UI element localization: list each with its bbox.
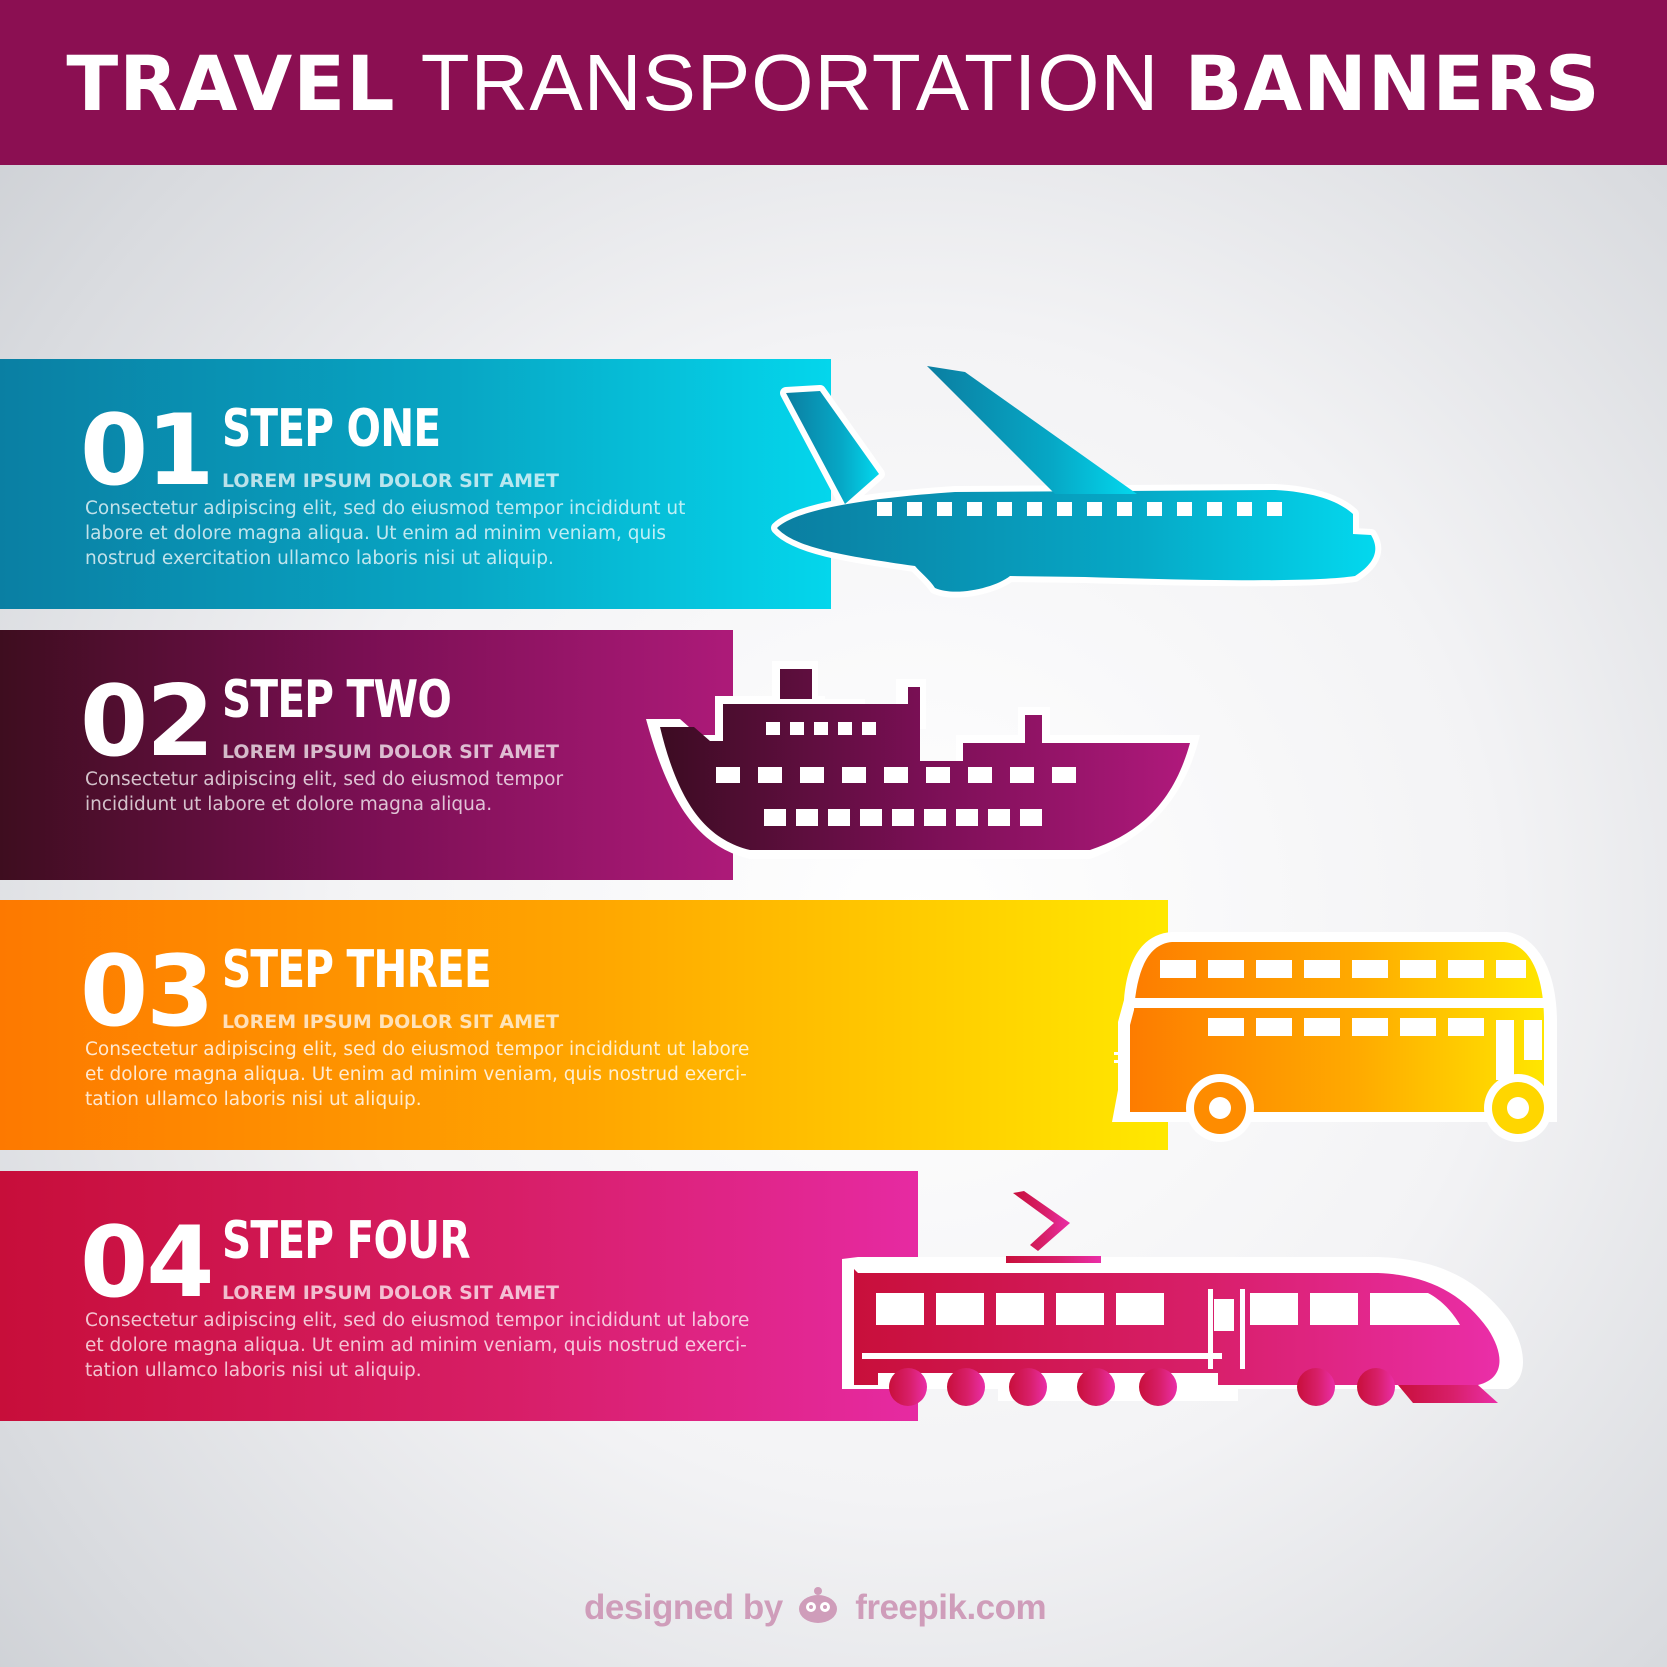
step-banner-three: 03 STEP THREE LOREM IPSUM DOLOR SIT AMET… <box>0 900 1168 1150</box>
airplane-windows <box>877 502 1282 516</box>
step-title: STEP TWO <box>222 670 452 730</box>
title-travel: TRAVEL <box>66 39 396 128</box>
train-icon <box>842 1191 1523 1406</box>
bus-icon <box>1112 932 1557 1142</box>
step-banner-one: 01 STEP ONE LOREM IPSUM DOLOR SIT AMET C… <box>0 359 831 609</box>
train-pantograph <box>1006 1191 1101 1263</box>
credit-brand: freepik.com <box>855 1587 1047 1627</box>
step-subtitle: LOREM IPSUM DOLOR SIT AMET <box>222 1282 559 1304</box>
train-windows <box>862 1289 1460 1369</box>
step-number: 04 <box>80 1206 214 1320</box>
ship-windows <box>716 722 1076 826</box>
step-description: Consectetur adipiscing elit, sed do eius… <box>85 498 686 569</box>
bus-wheels <box>1186 1074 1552 1142</box>
step-description: Consectetur adipiscing elit, sed do eius… <box>85 1310 750 1381</box>
freepik-credit[interactable]: designed by freepik.com <box>584 1585 1047 1634</box>
step-title: STEP FOUR <box>222 1211 471 1271</box>
freepik-logo-icon <box>796 1585 840 1634</box>
train-wheels <box>889 1368 1498 1406</box>
step-title: STEP ONE <box>222 399 441 459</box>
airplane-icon <box>771 366 1382 598</box>
step-subtitle: LOREM IPSUM DOLOR SIT AMET <box>222 470 559 492</box>
page-title: TRAVEL TRANSPORTATION BANNERS <box>0 38 1667 129</box>
step-number: 01 <box>80 394 214 508</box>
step-banner-two: 02 STEP TWO LOREM IPSUM DOLOR SIT AMET C… <box>0 630 733 880</box>
title-transportation: TRANSPORTATION <box>420 38 1160 127</box>
step-description: Consectetur adipiscing elit, sed do eius… <box>85 769 564 815</box>
bus-windows <box>1114 960 1542 1080</box>
step-description: Consectetur adipiscing elit, sed do eius… <box>85 1039 750 1110</box>
step-number: 03 <box>80 935 214 1049</box>
header-bar: TRAVEL TRANSPORTATION BANNERS <box>0 0 1667 165</box>
step-number: 02 <box>80 665 214 779</box>
ship-icon <box>646 661 1200 859</box>
step-subtitle: LOREM IPSUM DOLOR SIT AMET <box>222 1011 559 1033</box>
step-subtitle: LOREM IPSUM DOLOR SIT AMET <box>222 741 559 763</box>
title-banners: BANNERS <box>1184 39 1601 128</box>
credit-prefix: designed by <box>584 1587 783 1627</box>
step-title: STEP THREE <box>222 940 492 1000</box>
step-banner-four: 04 STEP FOUR LOREM IPSUM DOLOR SIT AMET … <box>0 1171 918 1421</box>
